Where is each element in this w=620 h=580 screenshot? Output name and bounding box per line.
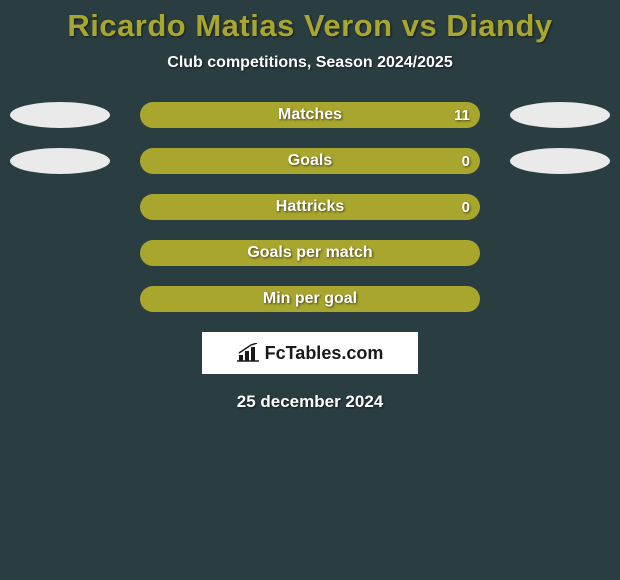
stat-label: Hattricks bbox=[276, 198, 344, 216]
stat-row: Goals 0 bbox=[0, 148, 620, 174]
date-text: 25 december 2024 bbox=[0, 392, 620, 412]
stat-bar: Min per goal bbox=[140, 286, 480, 312]
logo: FcTables.com bbox=[237, 343, 384, 364]
stat-bar: Matches 11 bbox=[140, 102, 480, 128]
page-title: Ricardo Matias Veron vs Diandy bbox=[0, 8, 620, 44]
stat-value: 0 bbox=[462, 199, 470, 216]
subtitle: Club competitions, Season 2024/2025 bbox=[0, 54, 620, 72]
stats-infographic: Ricardo Matias Veron vs Diandy Club comp… bbox=[0, 0, 620, 412]
stat-bar: Goals 0 bbox=[140, 148, 480, 174]
stat-value: 11 bbox=[454, 107, 470, 124]
stat-rows: Matches 11 Goals 0 Hattricks 0 Goals per match… bbox=[0, 102, 620, 312]
stat-row: Matches 11 bbox=[0, 102, 620, 128]
stat-row: Goals per match bbox=[0, 240, 620, 266]
logo-text: FcTables.com bbox=[265, 343, 384, 364]
logo-box: FcTables.com bbox=[202, 332, 418, 374]
left-ellipse bbox=[10, 102, 110, 128]
stat-label: Goals bbox=[288, 152, 332, 170]
stat-row: Min per goal bbox=[0, 286, 620, 312]
left-ellipse bbox=[10, 148, 110, 174]
stat-label: Matches bbox=[278, 106, 342, 124]
right-ellipse bbox=[510, 148, 610, 174]
stat-value: 0 bbox=[462, 153, 470, 170]
barchart-icon bbox=[237, 343, 261, 363]
stat-label: Min per goal bbox=[263, 290, 357, 308]
stat-bar: Goals per match bbox=[140, 240, 480, 266]
right-ellipse bbox=[510, 102, 610, 128]
stat-row: Hattricks 0 bbox=[0, 194, 620, 220]
stat-bar: Hattricks 0 bbox=[140, 194, 480, 220]
stat-label: Goals per match bbox=[247, 244, 372, 262]
